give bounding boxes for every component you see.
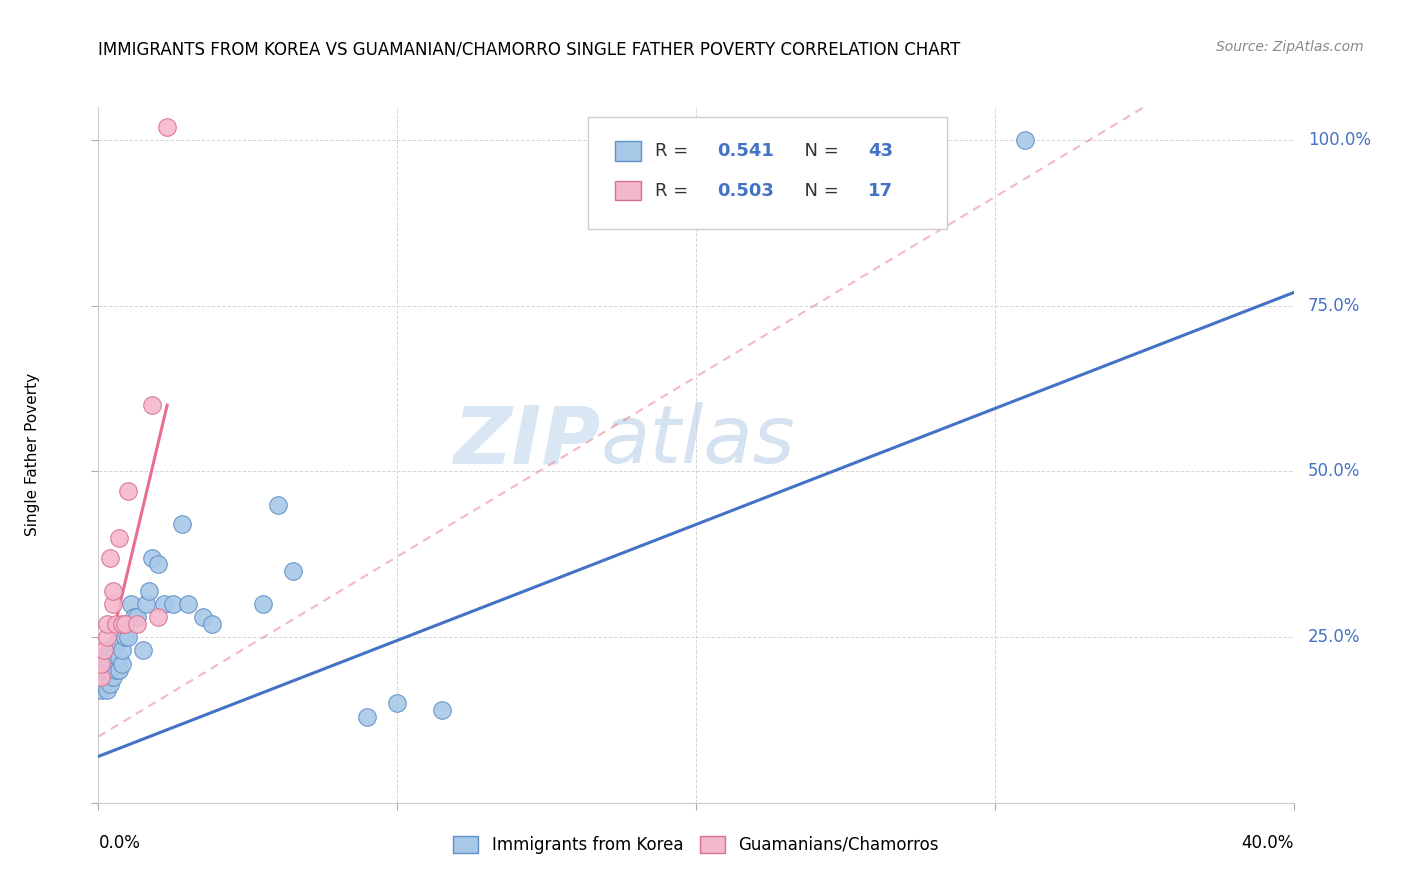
Point xyxy=(103,670,125,684)
Point xyxy=(103,650,125,665)
Point xyxy=(117,484,139,499)
Point xyxy=(98,657,122,671)
Text: 25.0%: 25.0% xyxy=(1308,628,1361,646)
Text: IMMIGRANTS FROM KOREA VS GUAMANIAN/CHAMORRO SINGLE FATHER POVERTY CORRELATION CH: IMMIGRANTS FROM KOREA VS GUAMANIAN/CHAMO… xyxy=(98,40,960,58)
Point xyxy=(191,610,214,624)
Point xyxy=(172,517,194,532)
Point xyxy=(103,583,125,598)
Point xyxy=(127,616,149,631)
Point xyxy=(356,709,378,723)
Point xyxy=(114,616,136,631)
Point xyxy=(90,657,112,671)
Point xyxy=(385,697,409,711)
Point xyxy=(93,663,115,677)
FancyBboxPatch shape xyxy=(614,181,641,201)
Point xyxy=(156,120,179,134)
Point xyxy=(148,610,170,624)
Point xyxy=(96,630,118,644)
Point xyxy=(127,610,149,624)
Point xyxy=(201,616,224,631)
Point xyxy=(252,597,274,611)
Point xyxy=(98,550,122,565)
Point xyxy=(111,643,134,657)
Text: 75.0%: 75.0% xyxy=(1308,297,1360,315)
Point xyxy=(141,398,163,412)
Point xyxy=(111,657,134,671)
Point xyxy=(148,558,170,572)
Text: ZIP: ZIP xyxy=(453,402,600,480)
Point xyxy=(267,498,290,512)
Point xyxy=(105,616,128,631)
Point xyxy=(93,650,115,665)
Point xyxy=(90,657,112,671)
Point xyxy=(96,663,118,677)
Text: 100.0%: 100.0% xyxy=(1308,131,1371,149)
Legend: Immigrants from Korea, Guamanians/Chamorros: Immigrants from Korea, Guamanians/Chamor… xyxy=(447,829,945,861)
Point xyxy=(124,610,146,624)
Point xyxy=(153,597,176,611)
Point xyxy=(120,597,142,611)
Text: 0.541: 0.541 xyxy=(717,142,775,160)
Point xyxy=(162,597,184,611)
Point xyxy=(281,564,304,578)
Text: 43: 43 xyxy=(868,142,893,160)
Text: Single Father Poverty: Single Father Poverty xyxy=(25,374,41,536)
Point xyxy=(132,643,155,657)
Text: 0.503: 0.503 xyxy=(717,182,775,200)
Point xyxy=(93,643,115,657)
Text: 40.0%: 40.0% xyxy=(1241,834,1294,852)
Text: atlas: atlas xyxy=(600,402,796,480)
Point xyxy=(135,597,157,611)
Point xyxy=(105,637,128,651)
Point xyxy=(93,676,115,690)
Text: R =: R = xyxy=(655,142,695,160)
Point xyxy=(98,676,122,690)
Point xyxy=(114,630,136,644)
Point xyxy=(90,670,112,684)
Point xyxy=(90,683,112,698)
Point xyxy=(111,616,134,631)
Point xyxy=(430,703,453,717)
Point xyxy=(103,597,125,611)
Text: N =: N = xyxy=(793,142,844,160)
Point xyxy=(108,531,131,545)
Point xyxy=(90,670,112,684)
Point xyxy=(1014,133,1036,147)
Point xyxy=(138,583,160,598)
Text: 50.0%: 50.0% xyxy=(1308,462,1360,481)
Point xyxy=(141,550,163,565)
FancyBboxPatch shape xyxy=(588,118,946,229)
Point xyxy=(98,643,122,657)
Text: 17: 17 xyxy=(868,182,893,200)
Point xyxy=(96,650,118,665)
Point xyxy=(96,616,118,631)
Text: 0.0%: 0.0% xyxy=(98,834,141,852)
Point xyxy=(117,630,139,644)
Point xyxy=(177,597,200,611)
Point xyxy=(108,663,131,677)
FancyBboxPatch shape xyxy=(614,141,641,161)
Point xyxy=(108,650,131,665)
Point xyxy=(96,683,118,698)
Text: R =: R = xyxy=(655,182,695,200)
Text: N =: N = xyxy=(793,182,844,200)
Text: Source: ZipAtlas.com: Source: ZipAtlas.com xyxy=(1216,40,1364,54)
Point xyxy=(105,663,128,677)
